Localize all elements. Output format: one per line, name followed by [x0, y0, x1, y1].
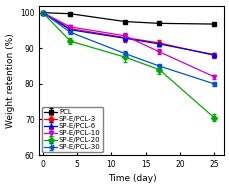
Y-axis label: Weight retention (%): Weight retention (%)	[5, 33, 14, 128]
Legend: PCL, SP-E/PCL-3, SP-E/PCL-6, SP-E/PCL-10, SP-E/PCL-20, SP-E/PCL-30: PCL, SP-E/PCL-3, SP-E/PCL-6, SP-E/PCL-10…	[42, 107, 102, 152]
X-axis label: Time (day): Time (day)	[107, 174, 155, 184]
